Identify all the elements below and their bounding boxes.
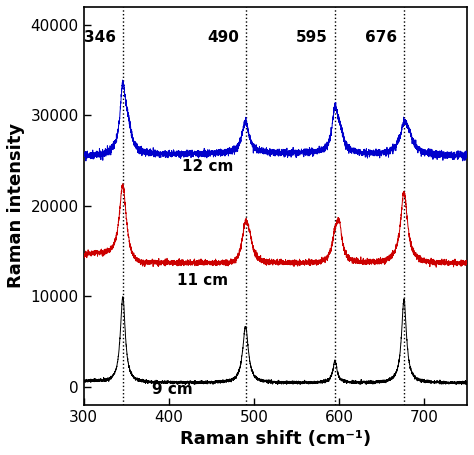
X-axis label: Raman shift (cm⁻¹): Raman shift (cm⁻¹) (180, 430, 371, 448)
Text: 12 cm: 12 cm (182, 159, 233, 174)
Text: 9 cm: 9 cm (152, 382, 192, 397)
Text: 490: 490 (207, 30, 239, 45)
Y-axis label: Raman intensity: Raman intensity (7, 123, 25, 288)
Text: 595: 595 (296, 30, 328, 45)
Text: 346: 346 (84, 30, 116, 45)
Text: 11 cm: 11 cm (177, 273, 228, 288)
Text: 676: 676 (365, 30, 397, 45)
